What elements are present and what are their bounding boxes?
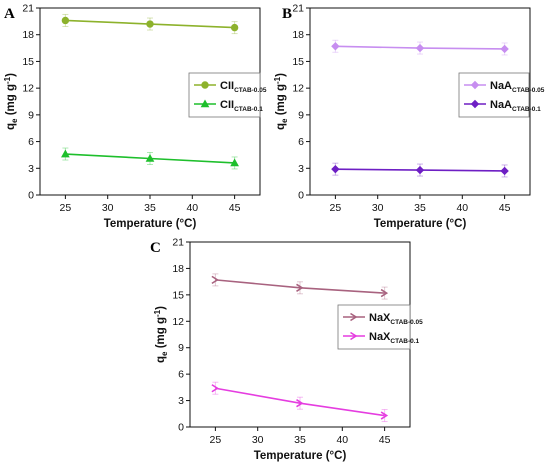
series-line — [215, 279, 385, 294]
legend-box — [458, 72, 530, 118]
legend-swatch-marker — [200, 99, 210, 108]
series-line-1 — [61, 13, 239, 35]
data-point — [146, 20, 154, 28]
data-point — [500, 44, 509, 54]
x-tick-label: 45 — [379, 434, 391, 446]
series-line — [215, 387, 385, 417]
x-tick-label: 35 — [414, 202, 426, 214]
y-tick-label: 0 — [298, 190, 304, 202]
legend-entry-label: NaACTAB-0.05 — [490, 80, 545, 94]
x-tick-label: 25 — [330, 202, 342, 214]
legend-entry-label: NaXCTAB-0.1 — [369, 331, 420, 345]
y-tick-label: 6 — [28, 136, 34, 148]
chart-panel-a: A 0 3 6 9 12 15 18 21 25 30 35 40 45 Temperature (°C) q… — [3, 3, 267, 231]
y-tick-label: 21 — [22, 3, 34, 15]
x-tick-label: 45 — [499, 202, 511, 214]
legend-box — [337, 304, 411, 350]
y-tick-label: 3 — [298, 163, 304, 175]
x-tick-label: 25 — [210, 434, 222, 446]
y-axis-label: qe (mg g-1) — [273, 73, 289, 130]
y-tick-label: 12 — [22, 83, 34, 95]
legend-swatch-marker — [350, 312, 358, 322]
data-point — [296, 283, 304, 292]
y-tick-label: 21 — [172, 237, 184, 249]
x-tick-label: 40 — [186, 202, 198, 214]
data-point — [296, 399, 304, 408]
y-tick-label: 15 — [172, 289, 184, 301]
legend-entry-label: NaXCTAB-0.05 — [369, 312, 423, 326]
legend-swatch-marker — [201, 81, 209, 89]
panel-letter: C — [150, 240, 161, 256]
x-tick-label: 40 — [336, 434, 348, 446]
x-tick-label: 40 — [456, 202, 468, 214]
y-tick-label: 18 — [172, 263, 184, 275]
legend: NaXCTAB-0.05 NaXCTAB-0.1 — [337, 304, 423, 350]
y-tick-label: 9 — [298, 109, 304, 121]
chart-panel-b: B 0 3 6 9 12 15 18 21 25 30 35 40 45 Temperature (°C) q… — [273, 3, 545, 231]
legend: CIICTAB-0.05 CIICTAB-0.1 — [188, 72, 267, 118]
x-axis-label: Temperature (°C) — [104, 218, 197, 230]
data-point — [331, 164, 340, 174]
data-point — [230, 158, 239, 167]
x-tick-label: 35 — [144, 202, 156, 214]
data-point — [380, 288, 389, 298]
data-point — [61, 16, 70, 25]
y-axis-label: qe (mg g-1) — [3, 73, 19, 130]
legend-box — [188, 72, 261, 118]
y-tick-label: 12 — [292, 83, 304, 95]
y-tick-label: 18 — [22, 29, 34, 41]
x-axis-label: Temperature (°C) — [254, 450, 347, 462]
legend-entry-label: CIICTAB-0.05 — [220, 80, 267, 94]
data-point — [415, 165, 425, 175]
series-line-1 — [331, 39, 509, 56]
legend-entry-label: CIICTAB-0.1 — [220, 99, 263, 113]
series-line-1 — [211, 273, 389, 300]
x-tick-label: 30 — [252, 434, 264, 446]
legend-swatch-marker — [350, 331, 358, 341]
legend: NaACTAB-0.05 NaACTAB-0.1 — [458, 72, 545, 118]
data-point — [61, 149, 70, 158]
data-point — [211, 384, 219, 393]
series-line-2 — [61, 147, 239, 170]
x-tick-label: 45 — [229, 202, 241, 214]
x-tick-label: 35 — [294, 434, 306, 446]
y-axis-label: qe (mg g-1) — [153, 306, 169, 363]
panel-letter: A — [4, 6, 15, 22]
series-line-2 — [331, 162, 509, 178]
legend-entry-label: NaACTAB-0.1 — [490, 99, 541, 113]
y-tick-label: 0 — [178, 422, 184, 434]
panel-letter: B — [282, 6, 292, 22]
x-tick-label: 30 — [372, 202, 384, 214]
legend-swatch-marker — [470, 99, 480, 109]
y-tick-label: 12 — [172, 316, 184, 328]
data-point — [415, 43, 425, 53]
data-point — [380, 411, 389, 420]
y-tick-label: 3 — [28, 163, 34, 175]
y-tick-label: 0 — [28, 190, 34, 202]
legend-swatch-marker — [470, 80, 480, 90]
data-point — [331, 42, 340, 51]
y-tick-label: 21 — [292, 3, 304, 15]
series-line-2 — [211, 381, 389, 423]
y-tick-label: 15 — [22, 56, 34, 68]
x-tick-label: 25 — [60, 202, 72, 214]
y-tick-label: 6 — [298, 136, 304, 148]
y-tick-label: 6 — [178, 369, 184, 381]
data-point — [211, 275, 219, 285]
y-tick-label: 18 — [292, 29, 304, 41]
chart-panel-c: C 0 3 6 9 12 15 18 21 25 30 35 40 45 Temperature (°C) q… — [150, 237, 423, 463]
x-tick-label: 30 — [102, 202, 114, 214]
data-point — [500, 166, 509, 176]
data-point — [145, 153, 155, 162]
data-point — [230, 23, 239, 32]
y-tick-label: 9 — [28, 109, 34, 121]
x-axis-label: Temperature (°C) — [374, 218, 467, 230]
y-tick-label: 9 — [178, 342, 184, 354]
y-tick-label: 3 — [178, 395, 184, 407]
y-tick-label: 15 — [292, 56, 304, 68]
